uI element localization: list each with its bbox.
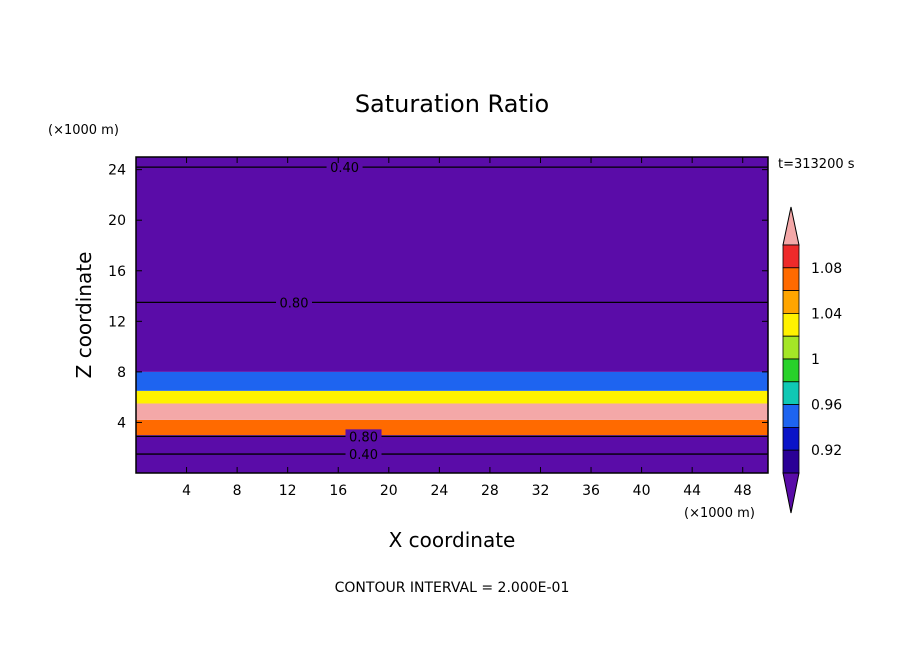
colorbar-segment-8 <box>782 426 800 451</box>
x-tick-label-8: 8 <box>233 483 242 499</box>
contour-label-0: 0.40 <box>330 161 359 176</box>
y-tick-label-20: 20 <box>108 213 126 229</box>
colorbar-segment-0 <box>782 244 800 269</box>
y-tick-label-4: 4 <box>117 415 126 431</box>
colorbar-label-1: 1.04 <box>811 306 842 322</box>
y-tick-label-24: 24 <box>108 163 126 179</box>
colorbar-arrow-top <box>782 206 800 246</box>
y-axis-title: Z coordinate <box>72 252 96 379</box>
colorbar-label-4: 0.92 <box>811 443 842 459</box>
contour-layer: 0.40 0.40 0.80 0.80 <box>136 160 768 463</box>
colorbar-segment-6 <box>782 381 800 405</box>
field-band-1 <box>136 419 768 436</box>
y-tick-label-8: 8 <box>117 365 126 381</box>
y-axis-ticks: 4 8 12 16 20 24 <box>108 163 768 431</box>
contour-label-2: 0.80 <box>280 296 309 311</box>
x-axis-title: X coordinate <box>389 528 516 552</box>
field-band-5 <box>136 157 768 372</box>
y-unit-label: (×1000 m) <box>48 123 119 138</box>
colorbar-label-3: 0.96 <box>811 398 842 414</box>
colorbar-segment-5 <box>782 358 800 383</box>
x-tick-label-40: 40 <box>633 483 651 499</box>
colorbar-segment-1 <box>782 267 800 291</box>
colorbar-label-2: 1 <box>811 352 820 368</box>
colorbar-segment-9 <box>782 449 800 474</box>
x-tick-label-48: 48 <box>734 483 752 499</box>
y-tick-label-12: 12 <box>108 314 126 330</box>
plot-frame <box>135 156 769 474</box>
contour-label-1: 0.40 <box>349 448 378 463</box>
x-tick-label-20: 20 <box>380 483 398 499</box>
x-unit-label: (×1000 m) <box>684 506 755 521</box>
x-tick-label-44: 44 <box>683 483 701 499</box>
x-tick-label-36: 36 <box>582 483 600 499</box>
plot-fill-layer <box>136 157 768 473</box>
contour-label-bg-1 <box>345 447 382 462</box>
contour-label-bg-0 <box>326 160 363 175</box>
field-band-3 <box>136 390 768 404</box>
contour-label-3: 0.80 <box>349 430 378 445</box>
field-band-4 <box>136 371 768 391</box>
x-axis-ticks: 4 8 12 16 20 24 28 32 36 40 44 48 <box>182 157 752 499</box>
x-tick-label-4: 4 <box>182 483 191 499</box>
x-tick-label-16: 16 <box>329 483 347 499</box>
colorbar: 1.08 1.04 1 0.96 0.92 <box>782 206 842 514</box>
chart-title: Saturation Ratio <box>355 90 549 118</box>
y-tick-label-16: 16 <box>108 264 126 280</box>
time-label: t=313200 s <box>778 157 855 172</box>
colorbar-segment-4 <box>782 335 800 360</box>
x-tick-label-28: 28 <box>481 483 499 499</box>
colorbar-arrow-bottom <box>782 472 800 514</box>
contour-interval-footer: CONTOUR INTERVAL = 2.000E-01 <box>335 580 570 596</box>
contour-label-bg-2 <box>276 295 312 310</box>
contour-label-bg-3 <box>345 429 382 444</box>
colorbar-label-0: 1.08 <box>811 261 842 277</box>
colorbar-segment-7 <box>782 404 800 428</box>
x-tick-label-12: 12 <box>279 483 297 499</box>
colorbar-segment-2 <box>782 290 800 314</box>
x-tick-label-24: 24 <box>430 483 448 499</box>
colorbar-segment-3 <box>782 312 800 337</box>
field-band-2 <box>136 403 768 420</box>
x-tick-label-32: 32 <box>532 483 550 499</box>
